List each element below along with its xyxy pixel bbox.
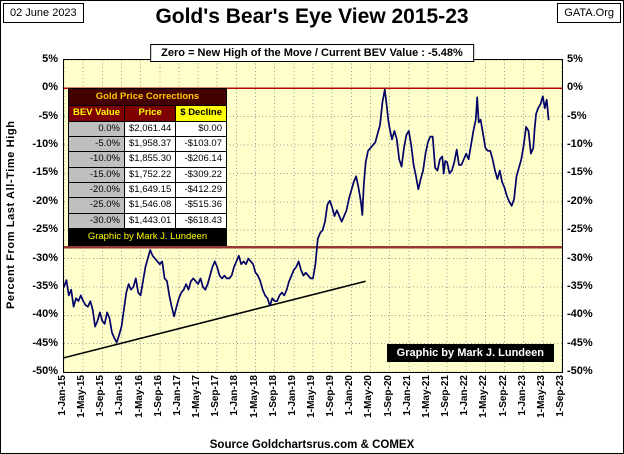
x-axis-tick-label: 1-May-20 bbox=[363, 375, 375, 418]
plot-area: Gold Price Corrections BEV Value Price $ De… bbox=[63, 59, 563, 373]
table-cell: -$309.22 bbox=[175, 166, 227, 184]
x-axis-tick-label: 1-Jan-15 bbox=[57, 375, 68, 416]
page-title: Gold's Bear's Eye View 2015-23 bbox=[155, 5, 469, 28]
x-axis-tick-label: 1-Jan-16 bbox=[114, 375, 126, 416]
x-axis-tick-label: 1-May-23 bbox=[535, 375, 547, 418]
subtitle-box: Zero = New High of the Move / Current BE… bbox=[150, 44, 474, 62]
table-header-bev: BEV Value bbox=[68, 105, 125, 122]
table-header-decline: $ Decline bbox=[175, 105, 227, 122]
y-axis-tick-label: 5% bbox=[42, 53, 58, 65]
y-axis-tick-label: -20% bbox=[32, 194, 58, 207]
table-cell: $1,649.15 bbox=[123, 182, 177, 199]
bev-line-chart bbox=[64, 60, 562, 372]
x-axis-tick-label: 1-May-16 bbox=[133, 375, 145, 418]
x-axis-tick-label: 1-Jan-20 bbox=[344, 375, 356, 416]
y-axis-tick-label: -30% bbox=[32, 251, 58, 264]
table-cell: $0.00 bbox=[175, 120, 227, 138]
source-text: Source Goldchartsrus.com & COMEX bbox=[209, 439, 415, 451]
y-axis-tick-label: -10% bbox=[567, 138, 593, 151]
y-axis-tick-label: -40% bbox=[567, 308, 593, 321]
y-axis-tick-label: -30% bbox=[567, 251, 593, 264]
x-axis-tick-label: 1-May-17 bbox=[191, 375, 203, 418]
x-axis-tick-label: 1-May-19 bbox=[306, 375, 317, 418]
table-header-price: Price bbox=[123, 105, 177, 122]
y-axis-tick-label: -25% bbox=[567, 223, 593, 236]
y-axis-tick-label: -40% bbox=[32, 308, 58, 321]
date-box: 02 June 2023 bbox=[3, 3, 84, 23]
y-axis-tick-label: -50% bbox=[32, 365, 58, 377]
x-axis-tick-label: 1-May-18 bbox=[248, 375, 260, 418]
table-cell: -$412.29 bbox=[175, 182, 227, 199]
y-axis-tick-label: -10% bbox=[32, 138, 58, 151]
table-credit: Graphic by Mark J. Lundeen bbox=[68, 228, 227, 247]
x-axis-tick-label: 1-Jan-21 bbox=[401, 375, 413, 416]
x-axis-tick-label: 1-Jan-22 bbox=[459, 375, 471, 416]
x-axis-tick-label: 1-Jan-23 bbox=[516, 375, 528, 416]
y-axis-tick-label: -15% bbox=[567, 166, 593, 179]
x-axis-tick-label: 1-Sep-18 bbox=[267, 375, 279, 417]
y-axis-tick-label: -50% bbox=[567, 365, 593, 377]
table-cell: $1,958.37 bbox=[123, 136, 177, 153]
table-cell: -10.0% bbox=[68, 151, 125, 168]
y-axis-tick-label: 5% bbox=[567, 53, 583, 65]
table-title: Gold Price Corrections bbox=[68, 87, 227, 107]
x-axis-tick-label: 1-Jan-18 bbox=[229, 375, 241, 416]
y-axis-tick-label: 0% bbox=[567, 81, 583, 94]
y-axis-tick-label: -35% bbox=[32, 279, 58, 292]
y-axis-tick-label: -5% bbox=[38, 109, 58, 122]
x-axis-tick-label: 1-Sep-20 bbox=[382, 375, 394, 417]
table-cell: -$103.07 bbox=[175, 136, 227, 153]
y-axis-tick-label: -20% bbox=[567, 194, 593, 207]
x-axis-tick-label: 1-Sep-21 bbox=[440, 375, 452, 417]
y-axis-title: Percent From Last All-Time High bbox=[5, 120, 17, 310]
table-cell: $1,752.22 bbox=[123, 166, 177, 184]
x-axis-tick-label: 1-May-22 bbox=[478, 375, 490, 418]
table-cell: $1,546.08 bbox=[123, 197, 177, 214]
credit-box: Graphic by Mark J. Lundeen bbox=[386, 344, 554, 362]
y-axis-tick-label: -35% bbox=[567, 279, 593, 292]
gata-org-box: GATA.Org bbox=[557, 3, 621, 23]
y-axis-tick-label: -25% bbox=[32, 223, 58, 236]
table-cell: -5.0% bbox=[68, 136, 125, 153]
y-axis-tick-label: -15% bbox=[32, 166, 58, 179]
y-axis-tick-label: -45% bbox=[32, 336, 58, 349]
table-cell: $2,061.44 bbox=[123, 120, 177, 138]
table-cell: -20.0% bbox=[68, 182, 125, 199]
table-cell: -15.0% bbox=[68, 166, 125, 184]
x-axis-tick-label: 1-Sep-22 bbox=[497, 375, 509, 417]
corrections-table: Gold Price Corrections BEV Value Price $ De… bbox=[68, 87, 227, 247]
y-axis-tick-label: 0% bbox=[42, 81, 58, 94]
x-axis-tick-label: 1-Sep-16 bbox=[152, 375, 164, 417]
table-cell: $1,855.30 bbox=[123, 151, 177, 168]
bev-series-line bbox=[64, 88, 550, 344]
x-axis-tick-label: 1-Sep-19 bbox=[325, 375, 337, 417]
table-cell: -$206.14 bbox=[175, 151, 227, 168]
x-axis-tick-label: 1-May-15 bbox=[76, 375, 88, 418]
table-cell: 0.0% bbox=[68, 120, 125, 138]
table-cell: -$515.36 bbox=[175, 197, 227, 214]
x-axis-tick-label: 1-May-21 bbox=[420, 375, 432, 418]
x-axis-tick-label: 1-Sep-17 bbox=[210, 375, 222, 417]
y-axis-tick-label: -45% bbox=[567, 336, 593, 349]
table-cell: $1,443.01 bbox=[123, 212, 177, 230]
table-cell: -$618.43 bbox=[175, 212, 227, 230]
x-axis-tick-label: 1-Jan-19 bbox=[286, 375, 298, 416]
x-axis-tick-label: 1-Sep-23 bbox=[555, 375, 566, 417]
x-axis-tick-label: 1-Jan-17 bbox=[171, 375, 183, 416]
table-cell: -30.0% bbox=[68, 212, 125, 230]
x-axis-tick-label: 1-Sep-15 bbox=[95, 375, 107, 417]
y-axis-tick-label: -5% bbox=[567, 109, 587, 122]
table-cell: -25.0% bbox=[68, 197, 125, 214]
